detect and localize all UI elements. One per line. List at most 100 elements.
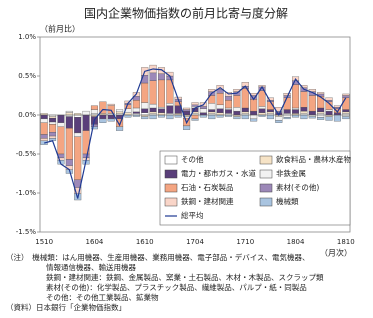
bar-segment (317, 92, 325, 95)
bar-segment (116, 109, 124, 113)
bar-segment (183, 109, 191, 112)
bar-segment (49, 116, 57, 119)
legend-swatch (259, 183, 273, 193)
bar-segment (216, 93, 224, 106)
bar-segment (107, 103, 115, 106)
bar-segment (141, 82, 149, 103)
bar-segment (90, 109, 98, 114)
bar-segment (266, 109, 274, 113)
plot-frame (39, 36, 351, 233)
bar-segment (191, 104, 199, 107)
bar-segment (342, 95, 350, 98)
bar-segment (40, 138, 48, 141)
bar-segment (208, 103, 216, 110)
bar-segment (40, 114, 48, 120)
bar-segment (317, 111, 325, 114)
bar-segment (308, 110, 316, 116)
bar-segment (283, 109, 291, 114)
bar-segment (250, 114, 258, 120)
bar-segment (241, 107, 249, 113)
bar-segment (149, 72, 157, 81)
bar-segment (241, 111, 249, 114)
bar-segment (166, 105, 174, 114)
bar-segment (250, 110, 258, 116)
x-axis-label: （月次） (320, 248, 352, 258)
bar-segment (157, 67, 165, 74)
bar-segment (199, 106, 207, 109)
bar-segment (258, 108, 266, 113)
bar-segment (132, 107, 140, 113)
chart-title: 国内企業物価指数の前月比寄与度分解 (84, 6, 288, 21)
bar-segment (283, 114, 291, 118)
bar-segment (199, 108, 207, 113)
bar-segment (275, 116, 283, 121)
bar-segment (116, 126, 124, 131)
bar-segment (266, 97, 274, 101)
bar-segment (74, 114, 82, 118)
bar-segment (333, 112, 341, 116)
bar-segment (325, 110, 333, 116)
bar-segment (65, 116, 73, 129)
bar-segment (149, 107, 157, 113)
bar-segment (225, 107, 233, 110)
bar-segment (149, 114, 157, 120)
bar-segment (49, 117, 57, 123)
legend-label: 総平均 (181, 210, 204, 220)
line-series (44, 68, 347, 199)
bar-segment (90, 124, 98, 127)
legend-swatch (259, 155, 273, 165)
legend-swatch (164, 169, 178, 179)
bar-segment (266, 114, 274, 120)
bar-segment (342, 109, 350, 113)
bar-segment (216, 104, 224, 109)
bar-segment (49, 132, 57, 137)
bar-segment (258, 112, 266, 116)
bar-segment (183, 110, 191, 116)
y-tick-label: -1.0% (16, 189, 37, 197)
bar-segment (225, 96, 233, 101)
legend-label: 飲食料品・農林水産物 (276, 154, 351, 164)
bar-segment (308, 95, 316, 112)
bar-segment (74, 136, 82, 180)
bar-segment (191, 102, 199, 106)
bar-segment (266, 111, 274, 114)
bar-segment (342, 97, 350, 110)
note: 鉄鋼・建材関連：鉄鋼、金属製品、窯業・土石製品、木材・木製品、スクラップ類 (46, 272, 324, 282)
legend-label: その他 (181, 154, 204, 164)
bar-segment (300, 114, 308, 120)
bar-segment (49, 135, 57, 139)
bar-segment (183, 125, 191, 130)
bar-segment (233, 110, 241, 116)
note: （注） 機械類：はん用機器、生産用機器、業務用機器、電子部品・デバイス、電気機器… (6, 252, 310, 262)
bar-segment (90, 126, 98, 130)
bar-segment (216, 112, 224, 116)
bar-segment (325, 109, 333, 112)
bar-segment (107, 118, 115, 122)
bar-segment (65, 128, 73, 160)
bar-segment (308, 89, 316, 92)
bar-segment (57, 122, 65, 127)
bar-segment (300, 110, 308, 114)
bar-segment (283, 117, 291, 120)
bar-segment (166, 114, 174, 120)
bar-segment (233, 95, 241, 108)
bar-segment (157, 108, 165, 113)
bar-segment (183, 107, 191, 110)
note: 素材(その他)：化学製品、プラスチック製品、繊維製品、パルプ・紙・同製品 (46, 282, 307, 292)
bar-segment (317, 117, 325, 120)
note: 情報通信機器、輸送用機器 (46, 262, 136, 272)
bar-segment (292, 109, 300, 114)
bar-segment (99, 118, 107, 123)
bar-segment (342, 93, 350, 96)
bar-segment (157, 112, 165, 116)
bar-segment (283, 93, 291, 96)
y-tick-label: 0.0% (18, 111, 36, 119)
bar-segment (250, 99, 258, 112)
bar-segment (166, 103, 174, 106)
bar-segment (208, 111, 216, 114)
bar-segment (157, 79, 165, 108)
bar-segment (149, 103, 157, 109)
bar-segment (82, 114, 90, 131)
bar-segment (342, 111, 350, 114)
